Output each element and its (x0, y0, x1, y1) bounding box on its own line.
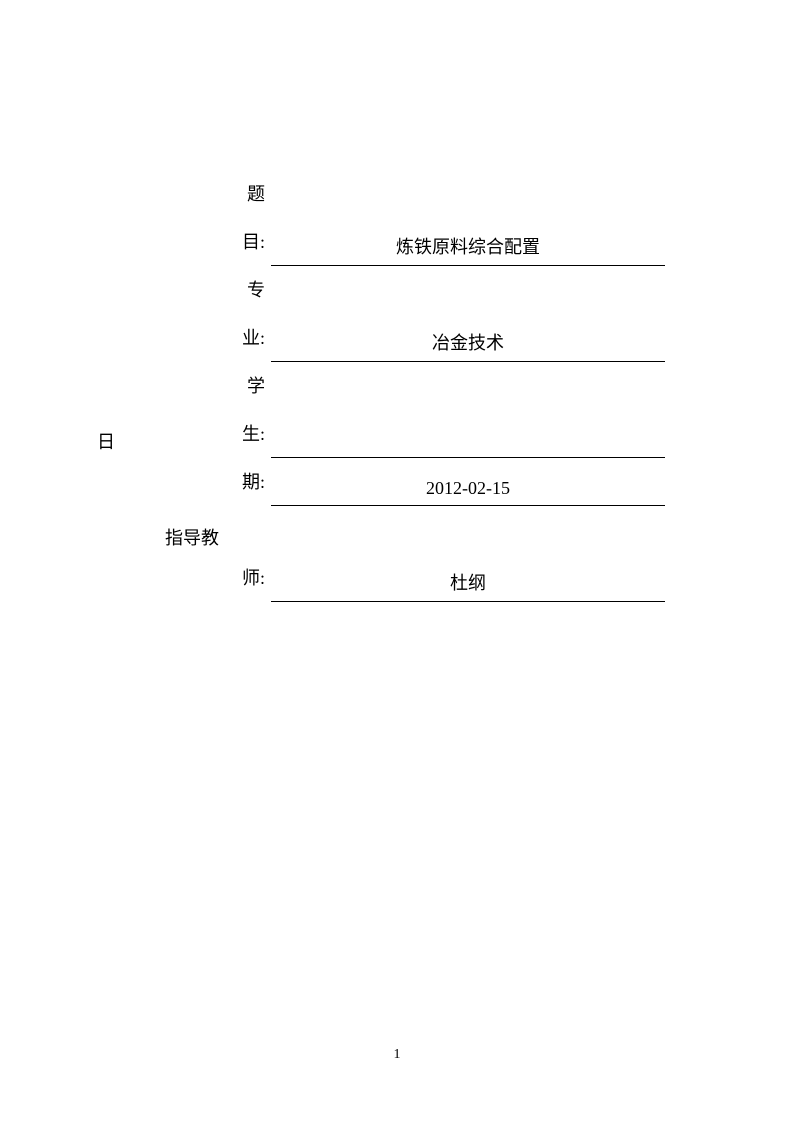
field-student-value (271, 451, 665, 458)
field-title-label: 目: (145, 218, 265, 266)
cover-form: 日 指导教 题 目: 炼铁原料综合配置 专 业: 冶金技术 学 生: 期: 20… (145, 170, 665, 602)
field-advisor: 师: 杜纲 (145, 554, 665, 602)
page-number: 1 (0, 1047, 794, 1063)
field-advisor-label: 师: (145, 554, 265, 602)
field-student-top: 学 (145, 362, 665, 410)
field-advisor-value: 杜纲 (271, 569, 665, 602)
field-advisor-pre-label: 指导教 (165, 524, 219, 550)
field-date-pre-label: 日 (97, 428, 115, 454)
field-major-label-top: 专 (145, 266, 265, 314)
field-date: 期: 2012-02-15 (145, 458, 665, 506)
field-student: 生: (145, 410, 665, 458)
field-date-label: 期: (145, 458, 265, 506)
field-major-value: 冶金技术 (271, 329, 665, 362)
field-major: 业: 冶金技术 (145, 314, 665, 362)
field-title-label-top: 题 (145, 170, 265, 218)
field-major-top: 专 (145, 266, 665, 314)
field-title: 目: 炼铁原料综合配置 (145, 218, 665, 266)
field-student-label-top: 学 (145, 362, 265, 410)
field-advisor-spacer (145, 506, 665, 554)
field-date-value: 2012-02-15 (271, 478, 665, 506)
field-major-label: 业: (145, 314, 265, 362)
field-title-value: 炼铁原料综合配置 (271, 233, 665, 266)
field-title-top: 题 (145, 170, 665, 218)
field-student-label: 生: (145, 410, 265, 458)
